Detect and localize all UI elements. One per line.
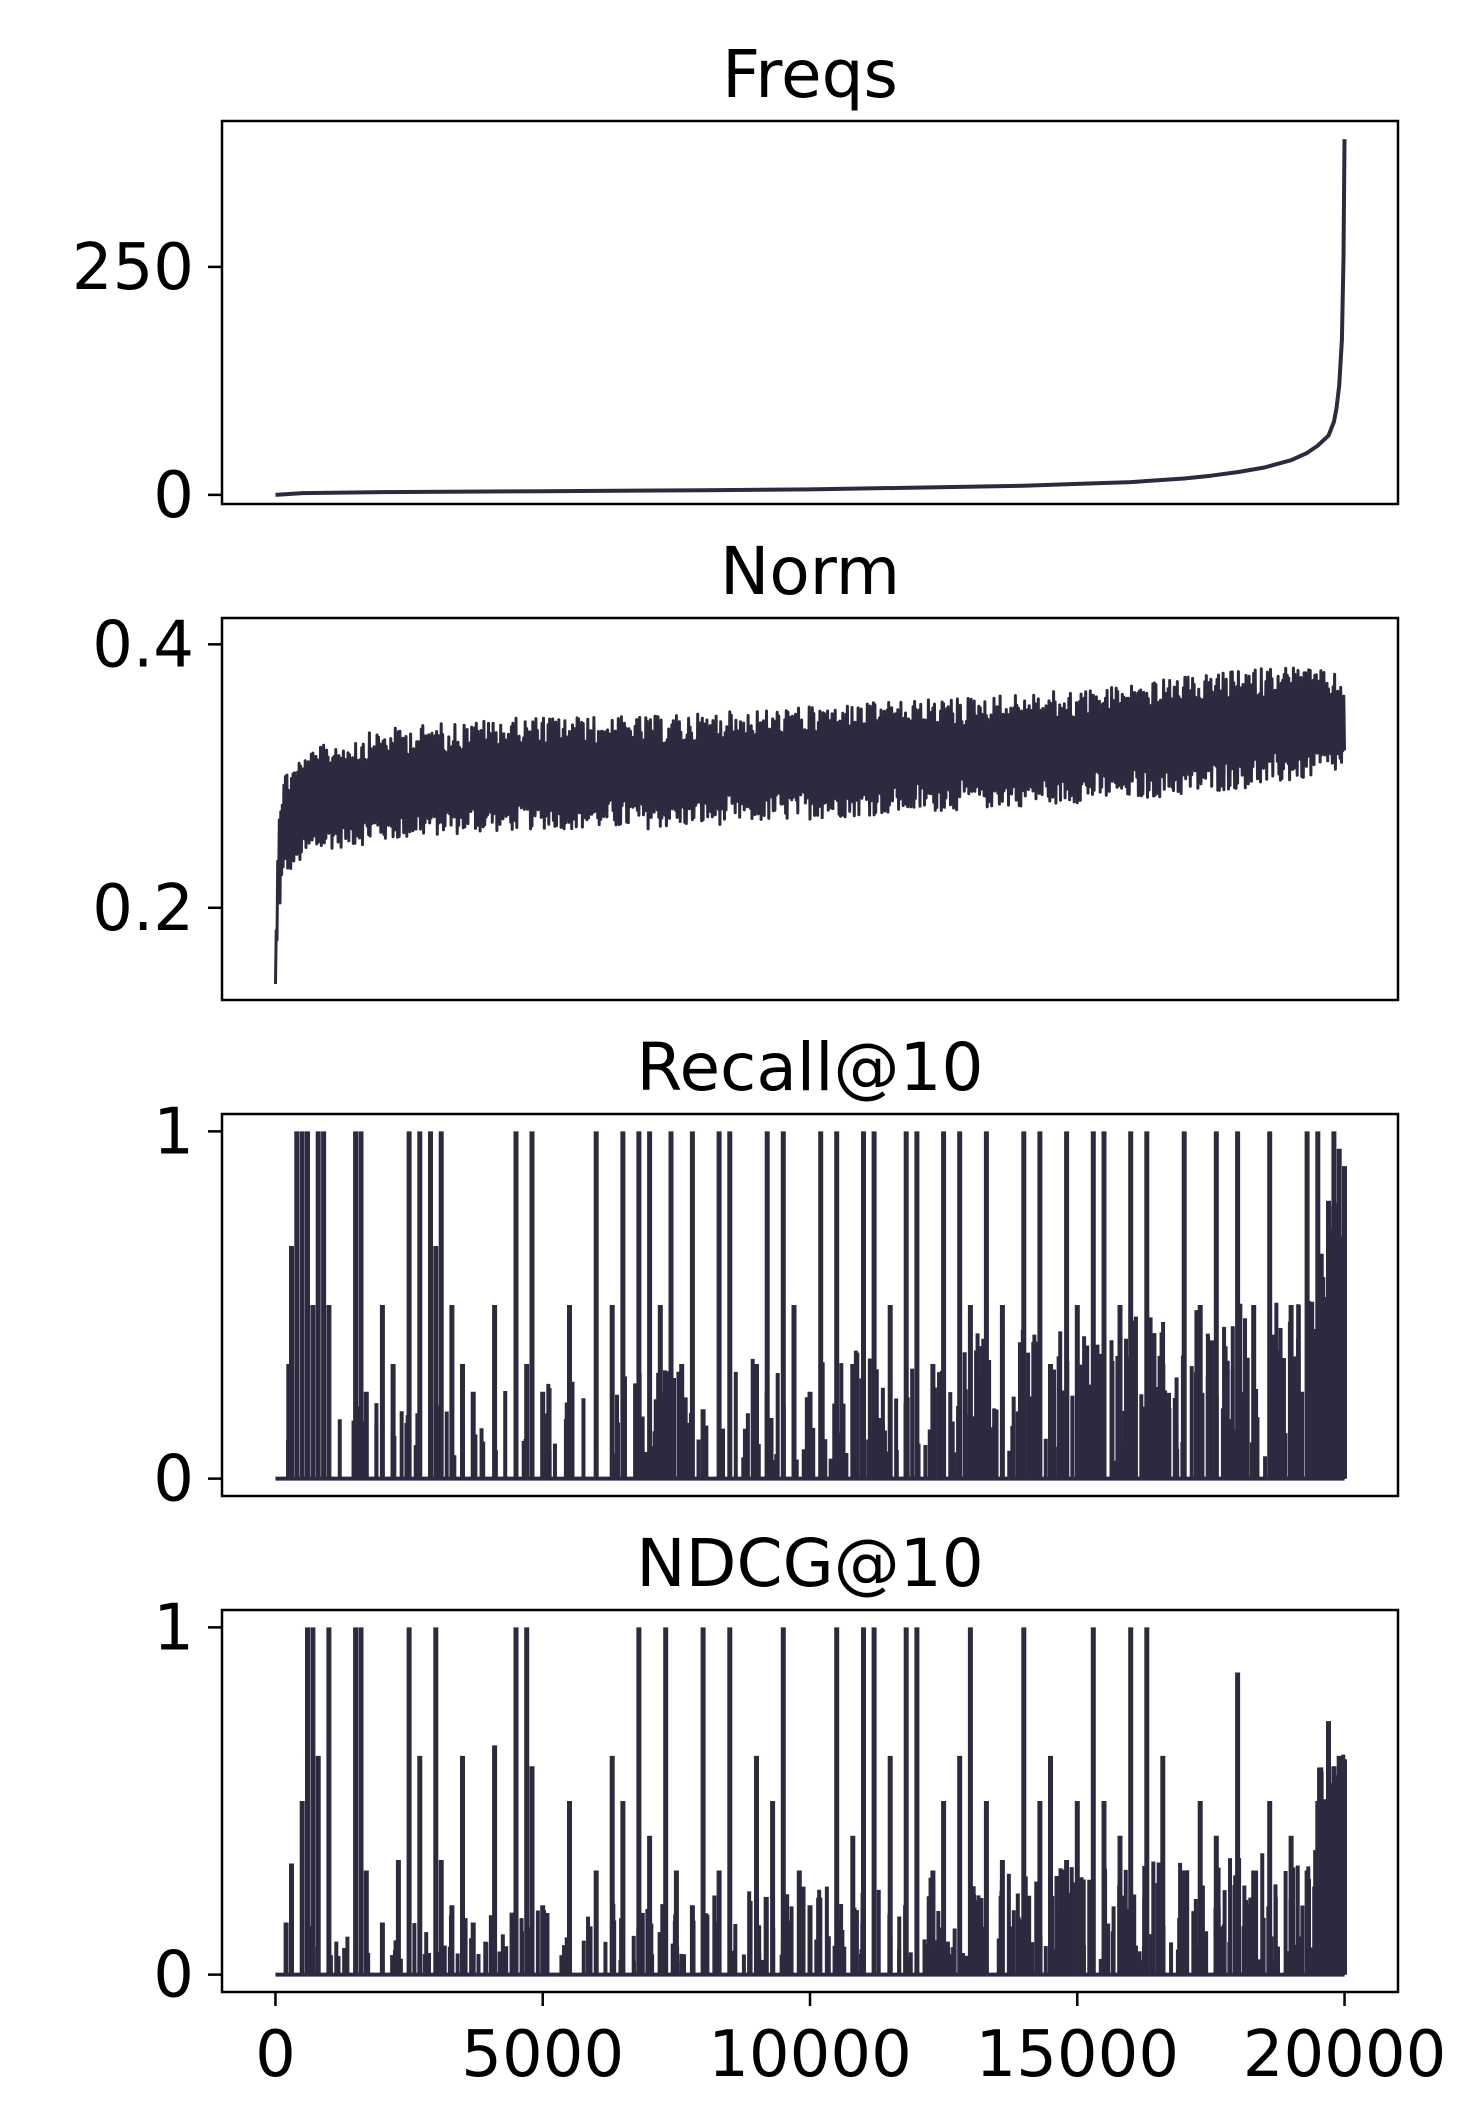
subplot-title: Recall@10 <box>637 1029 984 1106</box>
axes-frame <box>220 119 1400 506</box>
series-group <box>273 1131 1347 1481</box>
y-tick-label: 0.2 <box>92 872 194 946</box>
subplots: Freqs0250Norm0.20.4Recall@1001NDCG@10010… <box>72 36 1446 2092</box>
series-line <box>275 139 1347 497</box>
series-group <box>274 666 1346 985</box>
subplot-3: Recall@10 0 1 <box>153 1029 1400 1517</box>
axes-frame <box>220 1112 1400 1498</box>
series-line <box>274 666 1346 985</box>
y-tick-label: 0.4 <box>92 608 194 682</box>
y-tick-label: 1 <box>153 1095 194 1169</box>
y-tick-label: 0 <box>153 459 194 533</box>
x-tick-label: 15000 <box>975 2018 1179 2092</box>
subplot-1: Freqs 0 250 <box>72 36 1400 533</box>
y-tick-label: 250 <box>72 231 194 305</box>
subplot-title: Freqs <box>722 36 898 113</box>
y-tick-label: 0 <box>153 1939 194 2013</box>
x-tick-label: 5000 <box>461 2018 624 2092</box>
subplot-4: NDCG@10 0 1 0 5000 10000 15000 20000 <box>153 1525 1446 2092</box>
axes-frame <box>220 616 1400 1002</box>
series-group <box>275 139 1347 497</box>
subplot-title: NDCG@10 <box>636 1525 983 1602</box>
subplot-title: Norm <box>720 533 900 610</box>
subplot-2: Norm 0.2 0.4 <box>92 533 1400 1002</box>
y-tick-label: 1 <box>153 1591 194 1665</box>
x-tick-label: 0 <box>255 2018 296 2092</box>
x-tick-label: 20000 <box>1243 2018 1447 2092</box>
series-group <box>273 1627 1347 1977</box>
x-tick-label: 10000 <box>708 2018 912 2092</box>
y-tick-label: 0 <box>153 1443 194 1517</box>
